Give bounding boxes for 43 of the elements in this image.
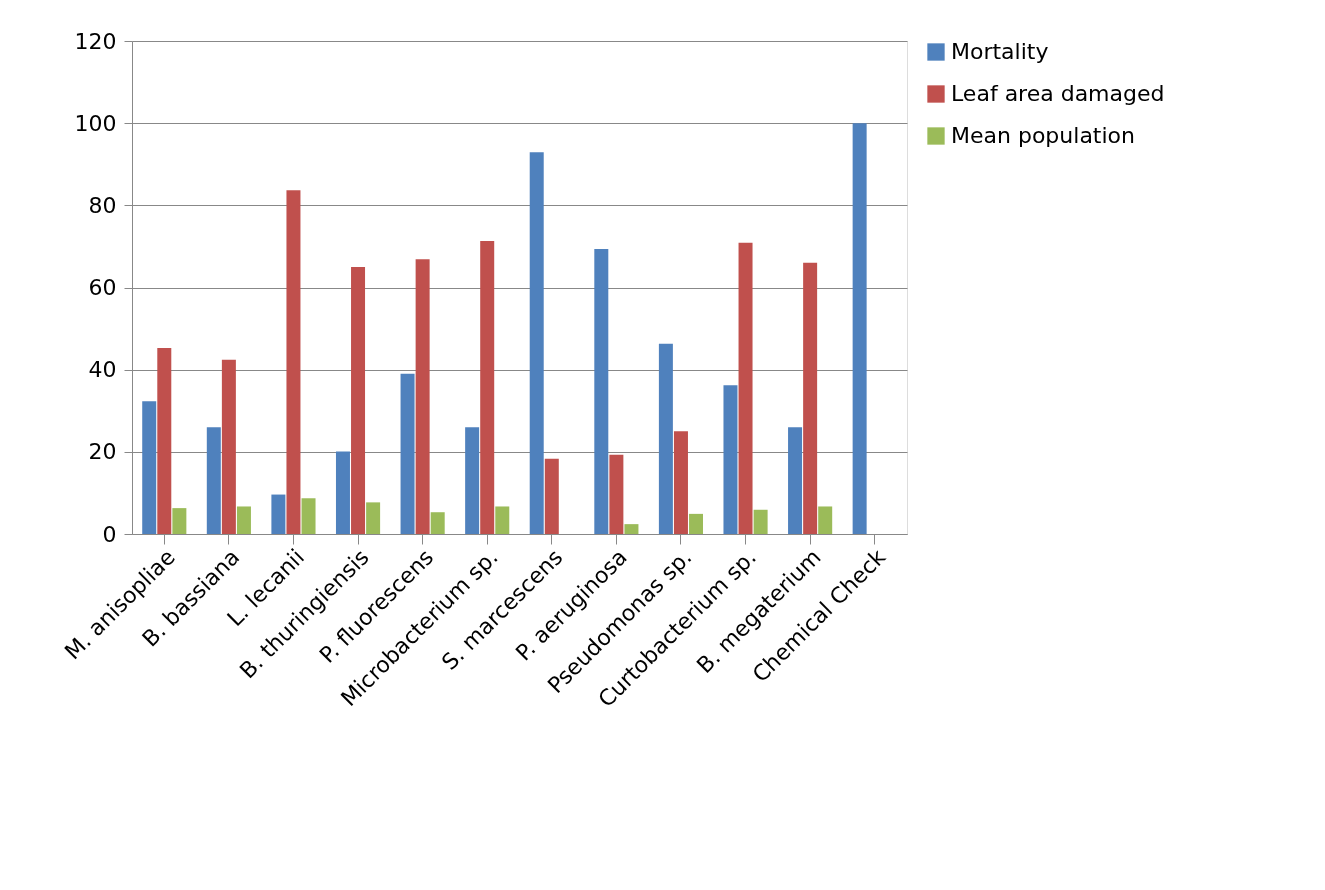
bar (852, 123, 867, 534)
bar (723, 385, 738, 534)
legend-label: Leaf area damaged (951, 81, 1165, 106)
bar (738, 242, 753, 534)
bar (172, 508, 187, 534)
bar (415, 259, 430, 534)
bar (803, 262, 818, 534)
bar (301, 498, 316, 534)
bar (430, 512, 445, 534)
legend-label: Mortality (951, 39, 1049, 64)
y-tick-label: 20 (88, 439, 117, 465)
bar (753, 509, 768, 534)
bar (142, 401, 157, 534)
bar (366, 502, 381, 534)
bar (157, 347, 172, 534)
bar (673, 431, 688, 534)
y-tick-label: 60 (88, 275, 117, 300)
legend-label: Mean population (951, 123, 1136, 148)
bar (286, 190, 301, 534)
bar (544, 458, 559, 534)
y-tick-label: 80 (88, 192, 117, 218)
bar (400, 373, 415, 534)
bar (689, 513, 704, 534)
y-tick-label: 100 (74, 110, 117, 136)
bar (529, 152, 544, 534)
bar (594, 248, 609, 534)
bar (658, 343, 673, 534)
bar (788, 427, 803, 534)
bar (335, 451, 350, 534)
bar (818, 506, 833, 534)
bar (271, 494, 286, 534)
bar (480, 241, 495, 534)
bar (495, 506, 510, 534)
bar (236, 506, 251, 534)
bar (609, 454, 624, 534)
bar (206, 427, 221, 534)
bar (221, 359, 236, 534)
bar (624, 524, 639, 534)
y-tick-label: 0 (102, 521, 117, 547)
y-tick-label: 120 (74, 28, 117, 54)
bar (351, 266, 366, 534)
bar (465, 427, 480, 534)
y-tick-label: 40 (88, 357, 117, 383)
